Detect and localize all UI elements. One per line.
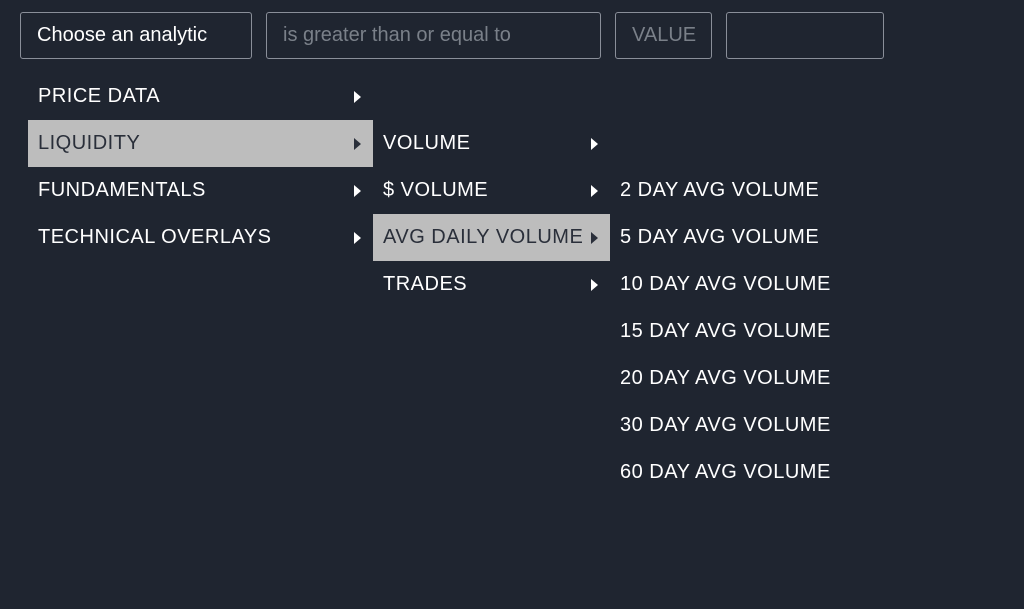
menu-item-label: PRICE DATA [38,85,160,108]
menu-item-trades[interactable]: TRADES [373,261,610,308]
menu-item-label: 5 DAY AVG VOLUME [620,226,819,249]
chevron-right-icon [354,232,361,244]
menu-item-label: TRADES [383,273,467,296]
menu-item-5day-avg-volume[interactable]: 5 DAY AVG VOLUME [610,214,910,261]
value-input[interactable]: VALUE [615,12,712,59]
menu-item-label: 20 DAY AVG VOLUME [620,367,831,390]
menu-level-1: PRICE DATA LIQUIDITY FUNDAMENTALS TECHNI… [28,73,373,261]
chevron-right-icon [591,232,598,244]
menu-item-fundamentals[interactable]: FUNDAMENTALS [28,167,373,214]
chevron-right-icon [591,138,598,150]
menu-item-technical-overlays[interactable]: TECHNICAL OVERLAYS [28,214,373,261]
menu-item-label: 2 DAY AVG VOLUME [620,179,819,202]
operator-selector[interactable]: is greater than or equal to [266,12,601,59]
chevron-right-icon [354,91,361,103]
cascading-menu: PRICE DATA LIQUIDITY FUNDAMENTALS TECHNI… [28,73,1004,496]
filter-row: Choose an analytic is greater than or eq… [20,12,1004,59]
menu-item-label: FUNDAMENTALS [38,179,206,202]
menu-item-label: 10 DAY AVG VOLUME [620,273,831,296]
menu-item-price-data[interactable]: PRICE DATA [28,73,373,120]
extra-input[interactable] [726,12,884,59]
menu-item-10day-avg-volume[interactable]: 10 DAY AVG VOLUME [610,261,910,308]
analytic-selector[interactable]: Choose an analytic [20,12,252,59]
menu-item-label: AVG DAILY VOLUME [383,226,583,249]
chevron-right-icon [354,138,361,150]
menu-item-label: LIQUIDITY [38,132,140,155]
menu-item-label: $ VOLUME [383,179,488,202]
chevron-right-icon [354,185,361,197]
chevron-right-icon [591,279,598,291]
menu-item-avg-daily-volume[interactable]: AVG DAILY VOLUME [373,214,610,261]
menu-item-30day-avg-volume[interactable]: 30 DAY AVG VOLUME [610,402,910,449]
menu-item-label: TECHNICAL OVERLAYS [38,226,272,249]
menu-level-3: 2 DAY AVG VOLUME 5 DAY AVG VOLUME 10 DAY… [610,167,910,496]
menu-item-20day-avg-volume[interactable]: 20 DAY AVG VOLUME [610,355,910,402]
menu-item-label: 15 DAY AVG VOLUME [620,320,831,343]
menu-item-dollar-volume[interactable]: $ VOLUME [373,167,610,214]
menu-item-volume[interactable]: VOLUME [373,120,610,167]
menu-item-15day-avg-volume[interactable]: 15 DAY AVG VOLUME [610,308,910,355]
menu-level-2: VOLUME $ VOLUME AVG DAILY VOLUME TRADES [373,120,610,308]
analytic-label: Choose an analytic [37,24,207,46]
menu-item-label: VOLUME [383,132,470,155]
menu-item-label: 30 DAY AVG VOLUME [620,414,831,437]
menu-item-2day-avg-volume[interactable]: 2 DAY AVG VOLUME [610,167,910,214]
value-placeholder: VALUE [632,24,696,46]
operator-placeholder: is greater than or equal to [283,24,511,46]
menu-item-liquidity[interactable]: LIQUIDITY [28,120,373,167]
menu-item-label: 60 DAY AVG VOLUME [620,461,831,484]
chevron-right-icon [591,185,598,197]
menu-item-60day-avg-volume[interactable]: 60 DAY AVG VOLUME [610,449,910,496]
